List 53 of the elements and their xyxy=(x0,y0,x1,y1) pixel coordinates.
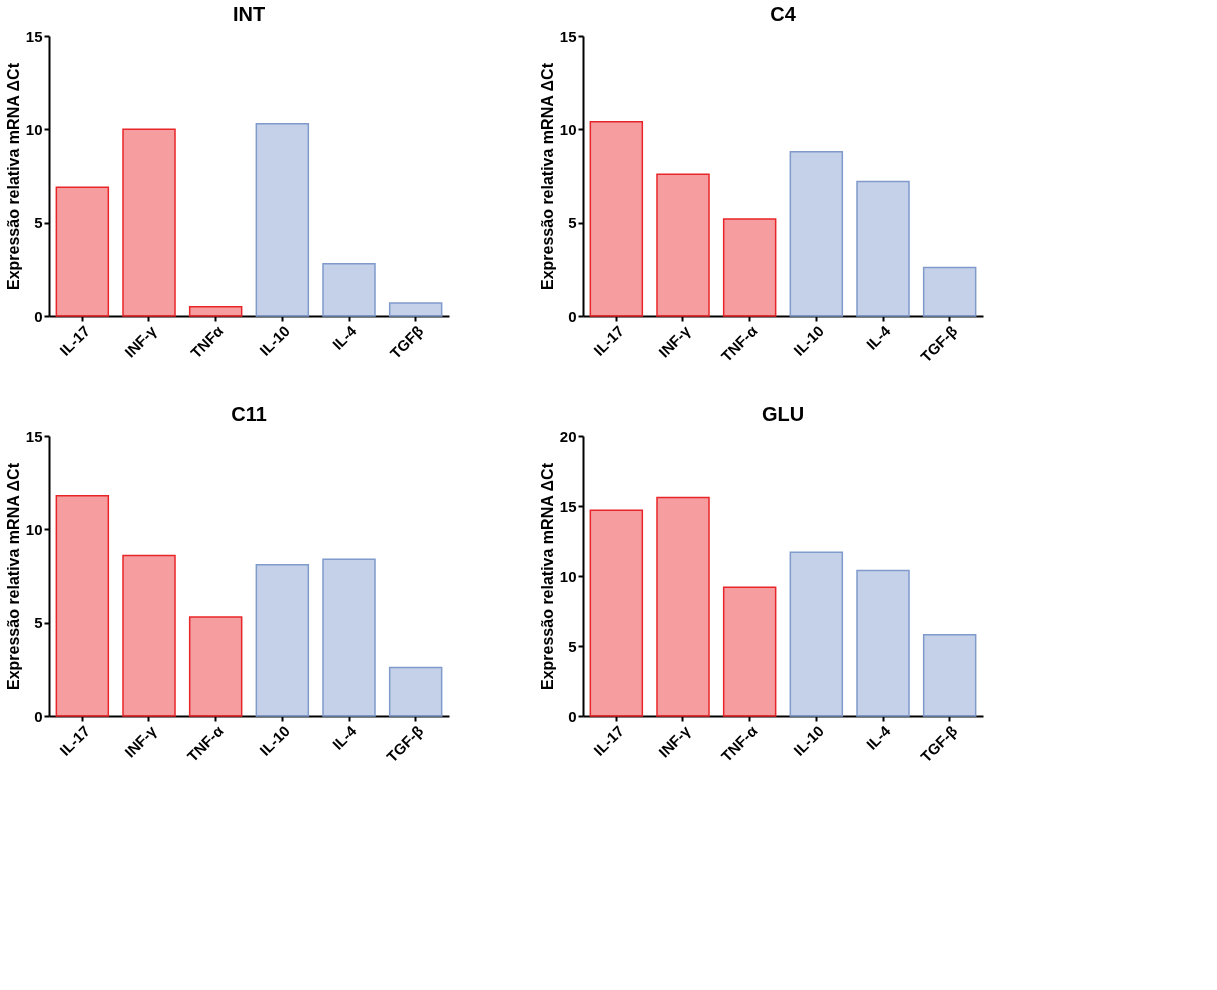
y-tick-label: 5 xyxy=(34,214,43,232)
bar xyxy=(388,302,443,317)
y-axis-title: Expressão relativa mRNA ΔCt xyxy=(4,462,22,690)
bar xyxy=(856,569,910,717)
x-tick-label: IL-4 xyxy=(862,721,895,753)
bar xyxy=(255,564,310,717)
x-tick-label: IL-4 xyxy=(328,721,361,753)
bar xyxy=(789,551,844,717)
x-tick-label: IL-4 xyxy=(862,321,895,353)
x-tick-label: IL-4 xyxy=(328,321,361,353)
bar xyxy=(122,554,176,717)
bar xyxy=(589,509,644,717)
bar xyxy=(789,150,844,317)
y-tick-label: 5 xyxy=(34,614,43,632)
y-tick-label: 15 xyxy=(25,27,43,45)
bar xyxy=(922,634,977,717)
chart-title: INT xyxy=(232,3,266,25)
bar xyxy=(856,180,910,317)
bar xyxy=(255,122,310,317)
chart-title: GLU xyxy=(761,403,805,425)
y-tick-label: 15 xyxy=(559,27,577,45)
y-tick-label: 5 xyxy=(568,637,577,655)
y-tick-label: 15 xyxy=(25,427,43,445)
bar xyxy=(55,186,110,317)
bar xyxy=(322,262,376,317)
bar xyxy=(589,121,644,317)
y-axis-title: Expressão relativa mRNA ΔCt xyxy=(4,62,22,290)
bar xyxy=(722,586,777,717)
y-tick-label: 10 xyxy=(25,520,43,538)
chart-title: C11 xyxy=(231,403,267,425)
bar xyxy=(922,266,977,317)
bar xyxy=(55,494,110,717)
bar xyxy=(122,128,176,317)
y-tick-label: 0 xyxy=(34,707,43,725)
bar xyxy=(322,558,376,717)
y-tick-label: 0 xyxy=(34,307,43,325)
chart-title: C4 xyxy=(770,3,797,25)
y-tick-label: 10 xyxy=(25,120,43,138)
bar xyxy=(388,666,443,717)
y-tick-label: 20 xyxy=(559,427,577,445)
bar xyxy=(188,616,243,717)
y-tick-label: 10 xyxy=(559,120,577,138)
y-axis-title: Expressão relativa mRNA ΔCt xyxy=(538,62,556,290)
bar xyxy=(656,496,710,717)
bar xyxy=(188,305,243,317)
y-tick-label: 0 xyxy=(568,307,577,325)
bar xyxy=(722,218,777,317)
y-tick-label: 10 xyxy=(559,567,577,585)
y-tick-label: 5 xyxy=(568,214,577,232)
y-tick-label: 0 xyxy=(568,707,577,725)
bar xyxy=(656,173,710,317)
y-tick-label: 15 xyxy=(559,497,577,515)
y-axis-title: Expressão relativa mRNA ΔCt xyxy=(538,462,556,690)
